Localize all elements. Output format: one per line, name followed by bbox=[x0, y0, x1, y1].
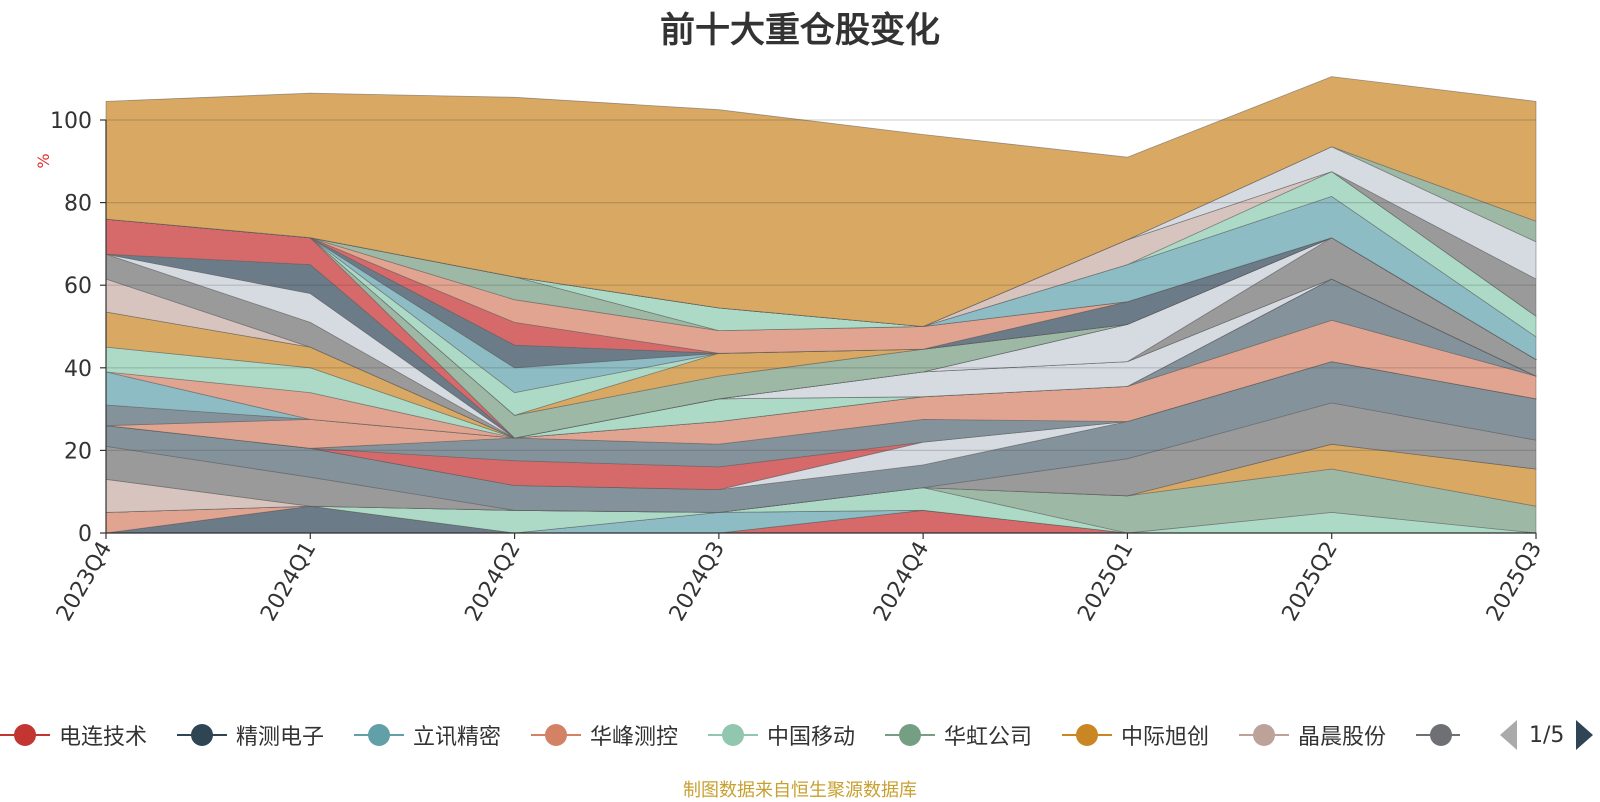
chart-title: 前十大重仓股变化 bbox=[659, 11, 940, 51]
legend-label: 电连技术 bbox=[59, 725, 148, 750]
x-tick-label: 2025Q2 bbox=[1278, 538, 1343, 626]
legend-marker-icon bbox=[0, 724, 50, 746]
legend-marker-icon bbox=[708, 724, 758, 746]
legend-label: 晶晨股份 bbox=[1298, 725, 1387, 750]
legend-pager: 1/5 bbox=[1500, 718, 1594, 752]
y-tick-label: 40 bbox=[64, 357, 92, 382]
legend-item[interactable]: 华峰测控 bbox=[531, 718, 678, 752]
legend-label: 立讯精密 bbox=[413, 725, 502, 750]
y-axis-label: % bbox=[34, 153, 53, 168]
area-series-41[interactable] bbox=[105, 76, 1537, 327]
y-tick-label: 20 bbox=[64, 439, 92, 464]
x-tick-label: 2025Q3 bbox=[1482, 538, 1547, 626]
legend-item[interactable]: 电连技术 bbox=[0, 718, 147, 752]
legend-marker-icon bbox=[1239, 724, 1289, 746]
legend-label: 华虹公司 bbox=[944, 725, 1033, 750]
x-tick-label: 2023Q4 bbox=[52, 538, 117, 626]
x-tick-label: 2024Q4 bbox=[869, 538, 934, 626]
legend-label: 中际旭创 bbox=[1121, 725, 1210, 750]
y-tick-label: 100 bbox=[50, 109, 92, 134]
legend-item-partial[interactable]: 1 bbox=[1416, 718, 1460, 752]
legend-marker-icon bbox=[177, 724, 227, 746]
legend-marker-icon bbox=[354, 724, 404, 746]
legend-item[interactable]: 中际旭创 bbox=[1062, 718, 1209, 752]
x-tick-label: 2024Q1 bbox=[256, 538, 321, 626]
legend-marker-icon bbox=[885, 724, 935, 746]
source-note: 制图数据来自恒生聚源数据库 bbox=[683, 780, 917, 801]
legend-prev-page-button[interactable] bbox=[1500, 720, 1517, 750]
legend-label: 华峰测控 bbox=[590, 725, 679, 750]
legend-marker-icon bbox=[531, 724, 581, 746]
legend[interactable]: 电连技术 精测电子 立讯精密 华峰测控 中国移动 华虹公司 中际旭创 晶晨股份 1 bbox=[0, 718, 1460, 752]
legend-marker-icon bbox=[1062, 724, 1112, 746]
legend-item[interactable]: 华虹公司 bbox=[885, 718, 1032, 752]
x-tick-label: 2025Q1 bbox=[1073, 538, 1138, 626]
y-tick-label: 0 bbox=[78, 522, 92, 547]
legend-next-page-button[interactable] bbox=[1576, 720, 1594, 750]
y-tick-label: 60 bbox=[64, 274, 92, 299]
legend-item[interactable]: 晶晨股份 bbox=[1239, 718, 1386, 752]
legend-item[interactable]: 中国移动 bbox=[708, 718, 855, 752]
y-tick-label: 80 bbox=[64, 192, 92, 217]
legend-page-indicator: 1/5 bbox=[1529, 722, 1565, 748]
legend-item[interactable]: 立讯精密 bbox=[354, 718, 501, 752]
x-tick-label: 2024Q3 bbox=[665, 538, 730, 626]
legend-item[interactable]: 精测电子 bbox=[177, 718, 324, 752]
x-tick-label: 2024Q2 bbox=[460, 538, 525, 626]
legend-label: 精测电子 bbox=[236, 725, 325, 750]
legend-marker-icon bbox=[1416, 724, 1460, 746]
legend-label: 中国移动 bbox=[767, 725, 856, 750]
